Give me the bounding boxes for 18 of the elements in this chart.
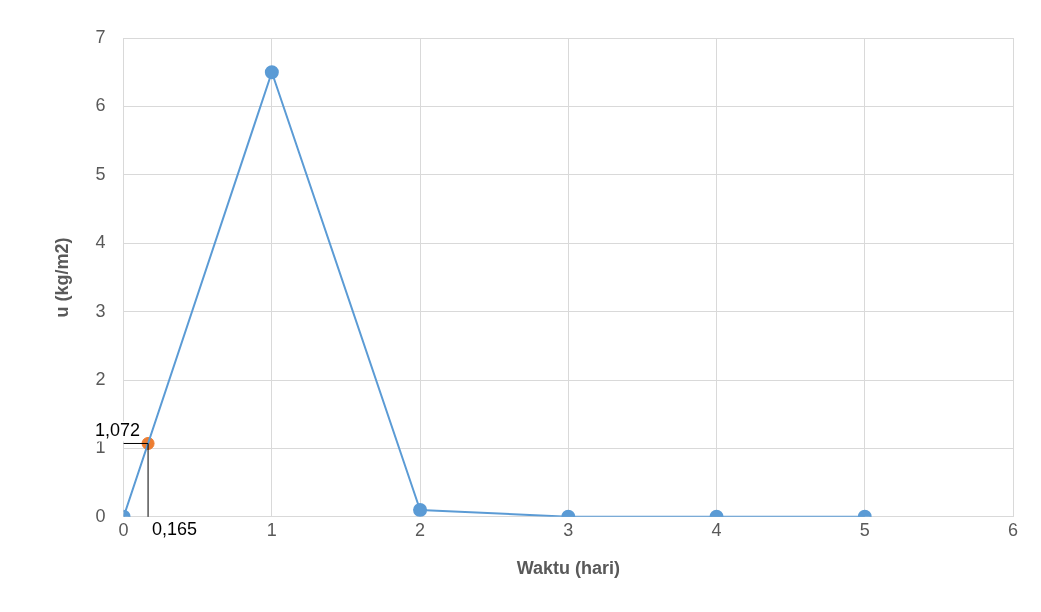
x-tick-label: 4 xyxy=(711,519,722,540)
x-tick-label: 2 xyxy=(415,519,426,540)
y-tick-label: 6 xyxy=(95,95,106,116)
annotation: 0,165 xyxy=(152,518,198,539)
y-tick-label: 0 xyxy=(95,505,106,526)
x-tick-label: 1 xyxy=(266,519,277,540)
annotation: 1,072 xyxy=(95,420,141,441)
x-tick-label: 5 xyxy=(859,519,870,540)
y-tick-label: 3 xyxy=(95,300,106,321)
x-tick-label: 3 xyxy=(563,519,574,540)
y-tick-label: 7 xyxy=(95,26,106,47)
x-tick-label: 6 xyxy=(1007,519,1019,540)
y-tick-label: 5 xyxy=(95,163,106,184)
y-axis-title: u (kg/m2) xyxy=(51,237,72,318)
y-tick-label: 4 xyxy=(95,232,106,253)
y-tick-label: 2 xyxy=(95,368,106,389)
x-axis-title: Waktu (hari) xyxy=(516,558,620,579)
x-tick-label: 0 xyxy=(118,519,129,540)
